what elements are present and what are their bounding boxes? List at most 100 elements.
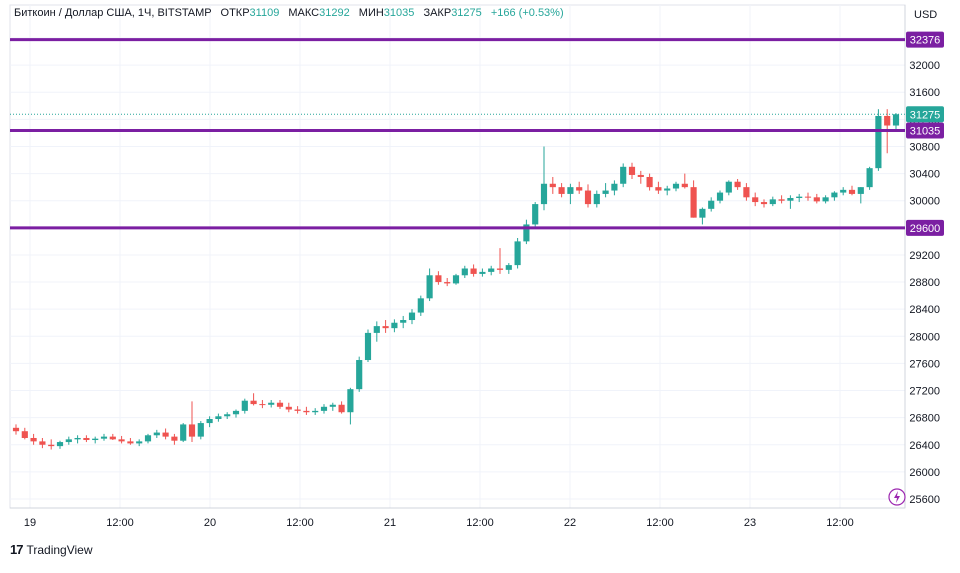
candle-body[interactable]: [804, 196, 812, 198]
candle-body[interactable]: [373, 326, 380, 333]
candle-body[interactable]: [734, 181, 741, 188]
candle-body[interactable]: [866, 168, 873, 188]
candle-body[interactable]: [400, 320, 407, 323]
candle-body[interactable]: [417, 298, 424, 313]
candle-body[interactable]: [197, 423, 204, 437]
candle-body[interactable]: [488, 268, 495, 272]
candle-body[interactable]: [268, 402, 275, 405]
candle-body[interactable]: [576, 187, 583, 191]
candle-body[interactable]: [224, 414, 231, 417]
candle-body[interactable]: [232, 410, 240, 415]
candle-body[interactable]: [831, 192, 838, 198]
candle-body[interactable]: [743, 187, 750, 198]
candle-body[interactable]: [100, 436, 108, 439]
candle-body[interactable]: [505, 265, 512, 270]
candle-body[interactable]: [857, 187, 864, 194]
candle-body[interactable]: [708, 200, 715, 209]
candle-body[interactable]: [435, 275, 442, 283]
candle-body[interactable]: [778, 199, 785, 201]
candle-body[interactable]: [699, 208, 706, 218]
candle-body[interactable]: [259, 404, 266, 406]
candle-body[interactable]: [769, 199, 776, 205]
candle-body[interactable]: [470, 268, 477, 274]
candle-body[interactable]: [382, 326, 389, 329]
candle-body[interactable]: [664, 188, 671, 191]
currency-label[interactable]: USD: [914, 9, 938, 21]
candle-body[interactable]: [118, 439, 125, 442]
candle-body[interactable]: [364, 332, 372, 361]
candle-body[interactable]: [716, 192, 724, 201]
tradingview-brand[interactable]: 17 TradingView: [10, 542, 93, 557]
candle-body[interactable]: [875, 115, 882, 169]
candle-body[interactable]: [171, 436, 178, 441]
candle-body[interactable]: [444, 282, 451, 284]
candle-body[interactable]: [523, 224, 530, 242]
candle-body[interactable]: [320, 406, 328, 411]
candle-body[interactable]: [12, 427, 20, 432]
candle-body[interactable]: [303, 410, 310, 413]
candle-body[interactable]: [725, 181, 732, 193]
candle-body[interactable]: [681, 183, 688, 188]
candle-body[interactable]: [637, 174, 644, 177]
candle-body[interactable]: [840, 189, 847, 193]
candle-body[interactable]: [83, 437, 90, 441]
candle-body[interactable]: [892, 114, 900, 126]
candle-body[interactable]: [276, 402, 284, 407]
candle-body[interactable]: [329, 404, 336, 407]
candle-body[interactable]: [356, 360, 363, 390]
candle-body[interactable]: [426, 275, 433, 299]
candle-body[interactable]: [136, 441, 143, 444]
candle-body[interactable]: [215, 416, 222, 420]
candle-body[interactable]: [153, 432, 160, 436]
candle-body[interactable]: [822, 197, 829, 202]
candle-body[interactable]: [602, 190, 609, 194]
candle-body[interactable]: [672, 183, 680, 189]
candle-body[interactable]: [408, 312, 416, 321]
candle-body[interactable]: [92, 438, 99, 441]
candle-body[interactable]: [655, 187, 662, 191]
candle-body[interactable]: [162, 432, 169, 437]
candle-body[interactable]: [347, 389, 354, 413]
candle-body[interactable]: [532, 204, 539, 225]
candle-body[interactable]: [294, 409, 301, 411]
candle-body[interactable]: [338, 404, 345, 413]
candle-body[interactable]: [760, 202, 768, 205]
candle-body[interactable]: [628, 166, 636, 175]
candle-body[interactable]: [391, 322, 398, 329]
candle-body[interactable]: [312, 410, 319, 413]
candle-body[interactable]: [549, 183, 556, 188]
candle-body[interactable]: [752, 197, 759, 203]
candle-body[interactable]: [496, 268, 504, 270]
candle-body[interactable]: [74, 437, 81, 440]
candle-body[interactable]: [21, 431, 28, 438]
candle-body[interactable]: [593, 193, 600, 205]
candle-body[interactable]: [250, 400, 257, 405]
candle-body[interactable]: [39, 441, 46, 445]
candle-body[interactable]: [611, 183, 618, 191]
candle-body[interactable]: [56, 442, 64, 447]
candle-body[interactable]: [48, 444, 55, 447]
candle-body[interactable]: [884, 115, 891, 126]
candle-body[interactable]: [558, 187, 565, 194]
candle-body[interactable]: [813, 197, 820, 202]
candle-body[interactable]: [30, 437, 37, 442]
candle-body[interactable]: [180, 424, 187, 441]
candle-body[interactable]: [787, 197, 794, 201]
candle-body[interactable]: [620, 166, 627, 184]
candle-body[interactable]: [127, 441, 134, 444]
candle-body[interactable]: [540, 183, 548, 205]
candle-body[interactable]: [796, 196, 803, 198]
candle-body[interactable]: [109, 436, 116, 440]
candle-body[interactable]: [479, 271, 486, 274]
candle-body[interactable]: [452, 275, 460, 284]
candle-body[interactable]: [567, 187, 574, 194]
candle-body[interactable]: [646, 176, 653, 188]
candle-body[interactable]: [514, 241, 521, 266]
candle-body[interactable]: [65, 439, 72, 443]
candle-body[interactable]: [461, 268, 468, 276]
candle-body[interactable]: [241, 400, 248, 411]
candle-body[interactable]: [848, 189, 856, 194]
candle-body[interactable]: [285, 406, 292, 410]
candle-body[interactable]: [584, 190, 592, 205]
